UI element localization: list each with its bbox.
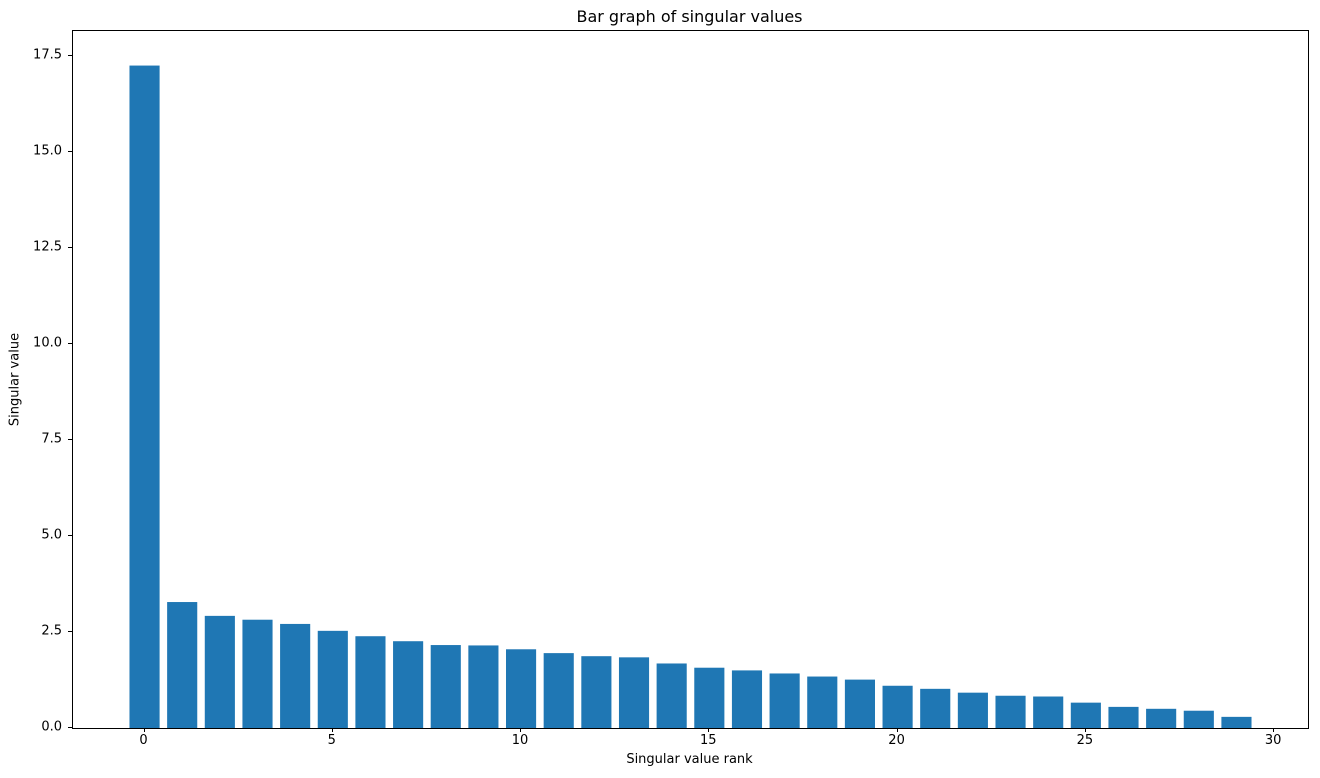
bar xyxy=(731,670,763,728)
x-tick-mark xyxy=(708,728,710,732)
bar xyxy=(1221,716,1252,728)
x-tick-mark xyxy=(1273,728,1275,732)
y-tick-label: 0.0 xyxy=(41,719,62,735)
bar xyxy=(468,645,499,728)
bar xyxy=(129,65,160,728)
y-tick-label: 5.0 xyxy=(41,527,62,543)
bar xyxy=(618,657,650,728)
bar xyxy=(204,615,235,728)
bar xyxy=(242,619,273,728)
plot-area xyxy=(72,30,1309,729)
bar xyxy=(957,692,988,728)
x-tick-mark xyxy=(520,728,522,732)
y-tick-mark xyxy=(68,534,72,536)
bar xyxy=(280,623,311,728)
bar xyxy=(543,653,574,728)
x-tick-label: 10 xyxy=(511,733,529,748)
x-tick-label: 30 xyxy=(1264,733,1282,748)
y-tick-label: 10.0 xyxy=(33,335,62,351)
bar xyxy=(355,636,386,728)
x-tick-mark xyxy=(1084,728,1086,732)
y-tick-label: 15.0 xyxy=(33,143,62,159)
bar xyxy=(656,663,687,728)
y-tick-label: 12.5 xyxy=(33,239,62,255)
y-tick-mark xyxy=(68,150,72,152)
bar xyxy=(393,641,424,728)
bar xyxy=(769,673,800,728)
bar xyxy=(995,695,1026,728)
y-tick-label: 7.5 xyxy=(41,431,62,447)
bar xyxy=(1146,708,1177,728)
y-tick-label: 17.5 xyxy=(33,47,62,63)
bar xyxy=(317,630,348,728)
bar xyxy=(844,679,875,728)
x-tick-mark xyxy=(143,728,145,732)
bar xyxy=(506,649,537,728)
bar xyxy=(807,676,838,728)
y-tick-mark xyxy=(68,342,72,344)
x-tick-label: 5 xyxy=(327,733,336,748)
bar xyxy=(430,645,461,728)
y-tick-label: 2.5 xyxy=(41,623,62,639)
x-tick-label: 15 xyxy=(700,733,717,748)
y-tick-mark xyxy=(68,630,72,632)
bar xyxy=(1108,706,1139,728)
bar xyxy=(882,685,913,728)
bar xyxy=(1070,702,1101,728)
x-axis-label: Singular value rank xyxy=(626,752,753,767)
y-tick-mark xyxy=(68,246,72,248)
x-tick-mark xyxy=(331,728,333,732)
y-tick-mark xyxy=(68,54,72,56)
bar xyxy=(581,656,612,728)
bar xyxy=(920,688,951,728)
bar xyxy=(167,602,198,728)
chart-title: Bar graph of singular values xyxy=(576,7,803,26)
x-tick-mark xyxy=(896,728,898,732)
x-tick-label: 0 xyxy=(139,733,148,748)
bar xyxy=(694,667,725,728)
y-tick-mark xyxy=(68,438,72,440)
x-tick-label: 25 xyxy=(1076,733,1094,748)
x-tick-label: 20 xyxy=(888,733,905,748)
bar xyxy=(1183,710,1214,728)
bars-svg xyxy=(129,65,1252,728)
y-tick-mark xyxy=(68,727,72,728)
bar xyxy=(1033,696,1064,728)
